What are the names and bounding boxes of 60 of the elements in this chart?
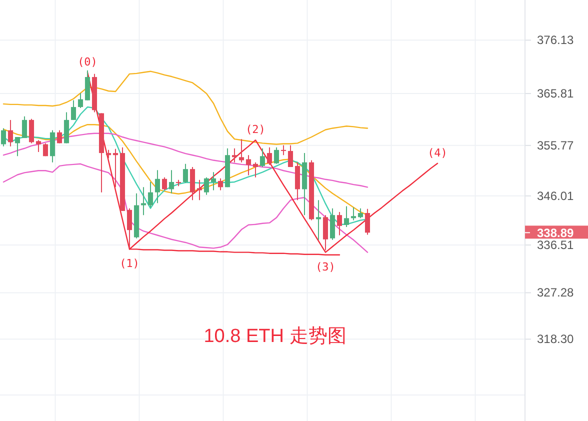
- annotation: 10.8 ETH 走势图: [204, 326, 346, 347]
- candlestick: [288, 144, 294, 168]
- candlestick: [148, 181, 154, 208]
- candlestick: [252, 162, 258, 178]
- candlestick: [50, 130, 56, 163]
- candlestick: [42, 142, 48, 157]
- candlestick: [162, 176, 168, 191]
- annotation: (1): [120, 257, 140, 270]
- annotation: (2): [246, 123, 266, 136]
- candlestick: [78, 92, 84, 109]
- candlestick: [344, 206, 350, 228]
- candlestick: [358, 208, 364, 219]
- candlestick: [274, 146, 280, 164]
- candlestick: [336, 211, 342, 236]
- text: 338.89: [537, 226, 574, 240]
- candlestick: [294, 162, 300, 201]
- y-tick-label: 346.01: [537, 188, 574, 203]
- candlestick: [56, 130, 62, 144]
- candlestick: [238, 138, 244, 163]
- line-series: [2, 163, 368, 253]
- y-tick-label: 318.30: [537, 332, 574, 346]
- annotation: (3): [316, 260, 336, 274]
- candlestick: [350, 206, 356, 221]
- candlestick: [126, 208, 132, 249]
- candlestick: [64, 112, 70, 144]
- candlestick: [330, 208, 336, 240]
- annotation: (4): [428, 146, 448, 160]
- y-tick-label: 336.51: [537, 238, 574, 252]
- candlestick: [8, 119, 14, 147]
- candlestick: [140, 186, 146, 216]
- annotation: (0): [78, 55, 98, 68]
- candlestick: [246, 154, 252, 176]
- candlestick: [190, 166, 196, 201]
- candlestick: [364, 208, 370, 236]
- candlestick: [218, 178, 224, 191]
- candlestick: [112, 148, 118, 188]
- candlestick: [316, 200, 322, 240]
- candlestick: [280, 144, 286, 156]
- candlestick: [70, 100, 76, 120]
- candlestick: [260, 148, 266, 168]
- candlestick: [14, 136, 20, 157]
- candlestick: [196, 179, 202, 201]
- candlestick: [210, 172, 216, 191]
- candlestick: [322, 214, 328, 251]
- y-tick-label: 355.77: [537, 138, 574, 152]
- candlestick: [84, 70, 90, 101]
- candlestick: [204, 176, 210, 196]
- candlestick: [36, 140, 42, 153]
- candlestick: [22, 116, 28, 139]
- candlestick: [28, 118, 34, 144]
- candlestick: [0, 128, 6, 147]
- y-tick-label: 365.81: [537, 86, 574, 101]
- line-series: [2, 70, 368, 145]
- candlestick: [182, 163, 188, 184]
- candlestick: [232, 148, 238, 163]
- candlestick: [266, 146, 272, 166]
- y-tick-label: 376.13: [537, 33, 574, 48]
- candlestick: [154, 170, 160, 204]
- candlestick: [168, 170, 174, 194]
- y-tick-label: 327.28: [537, 286, 574, 300]
